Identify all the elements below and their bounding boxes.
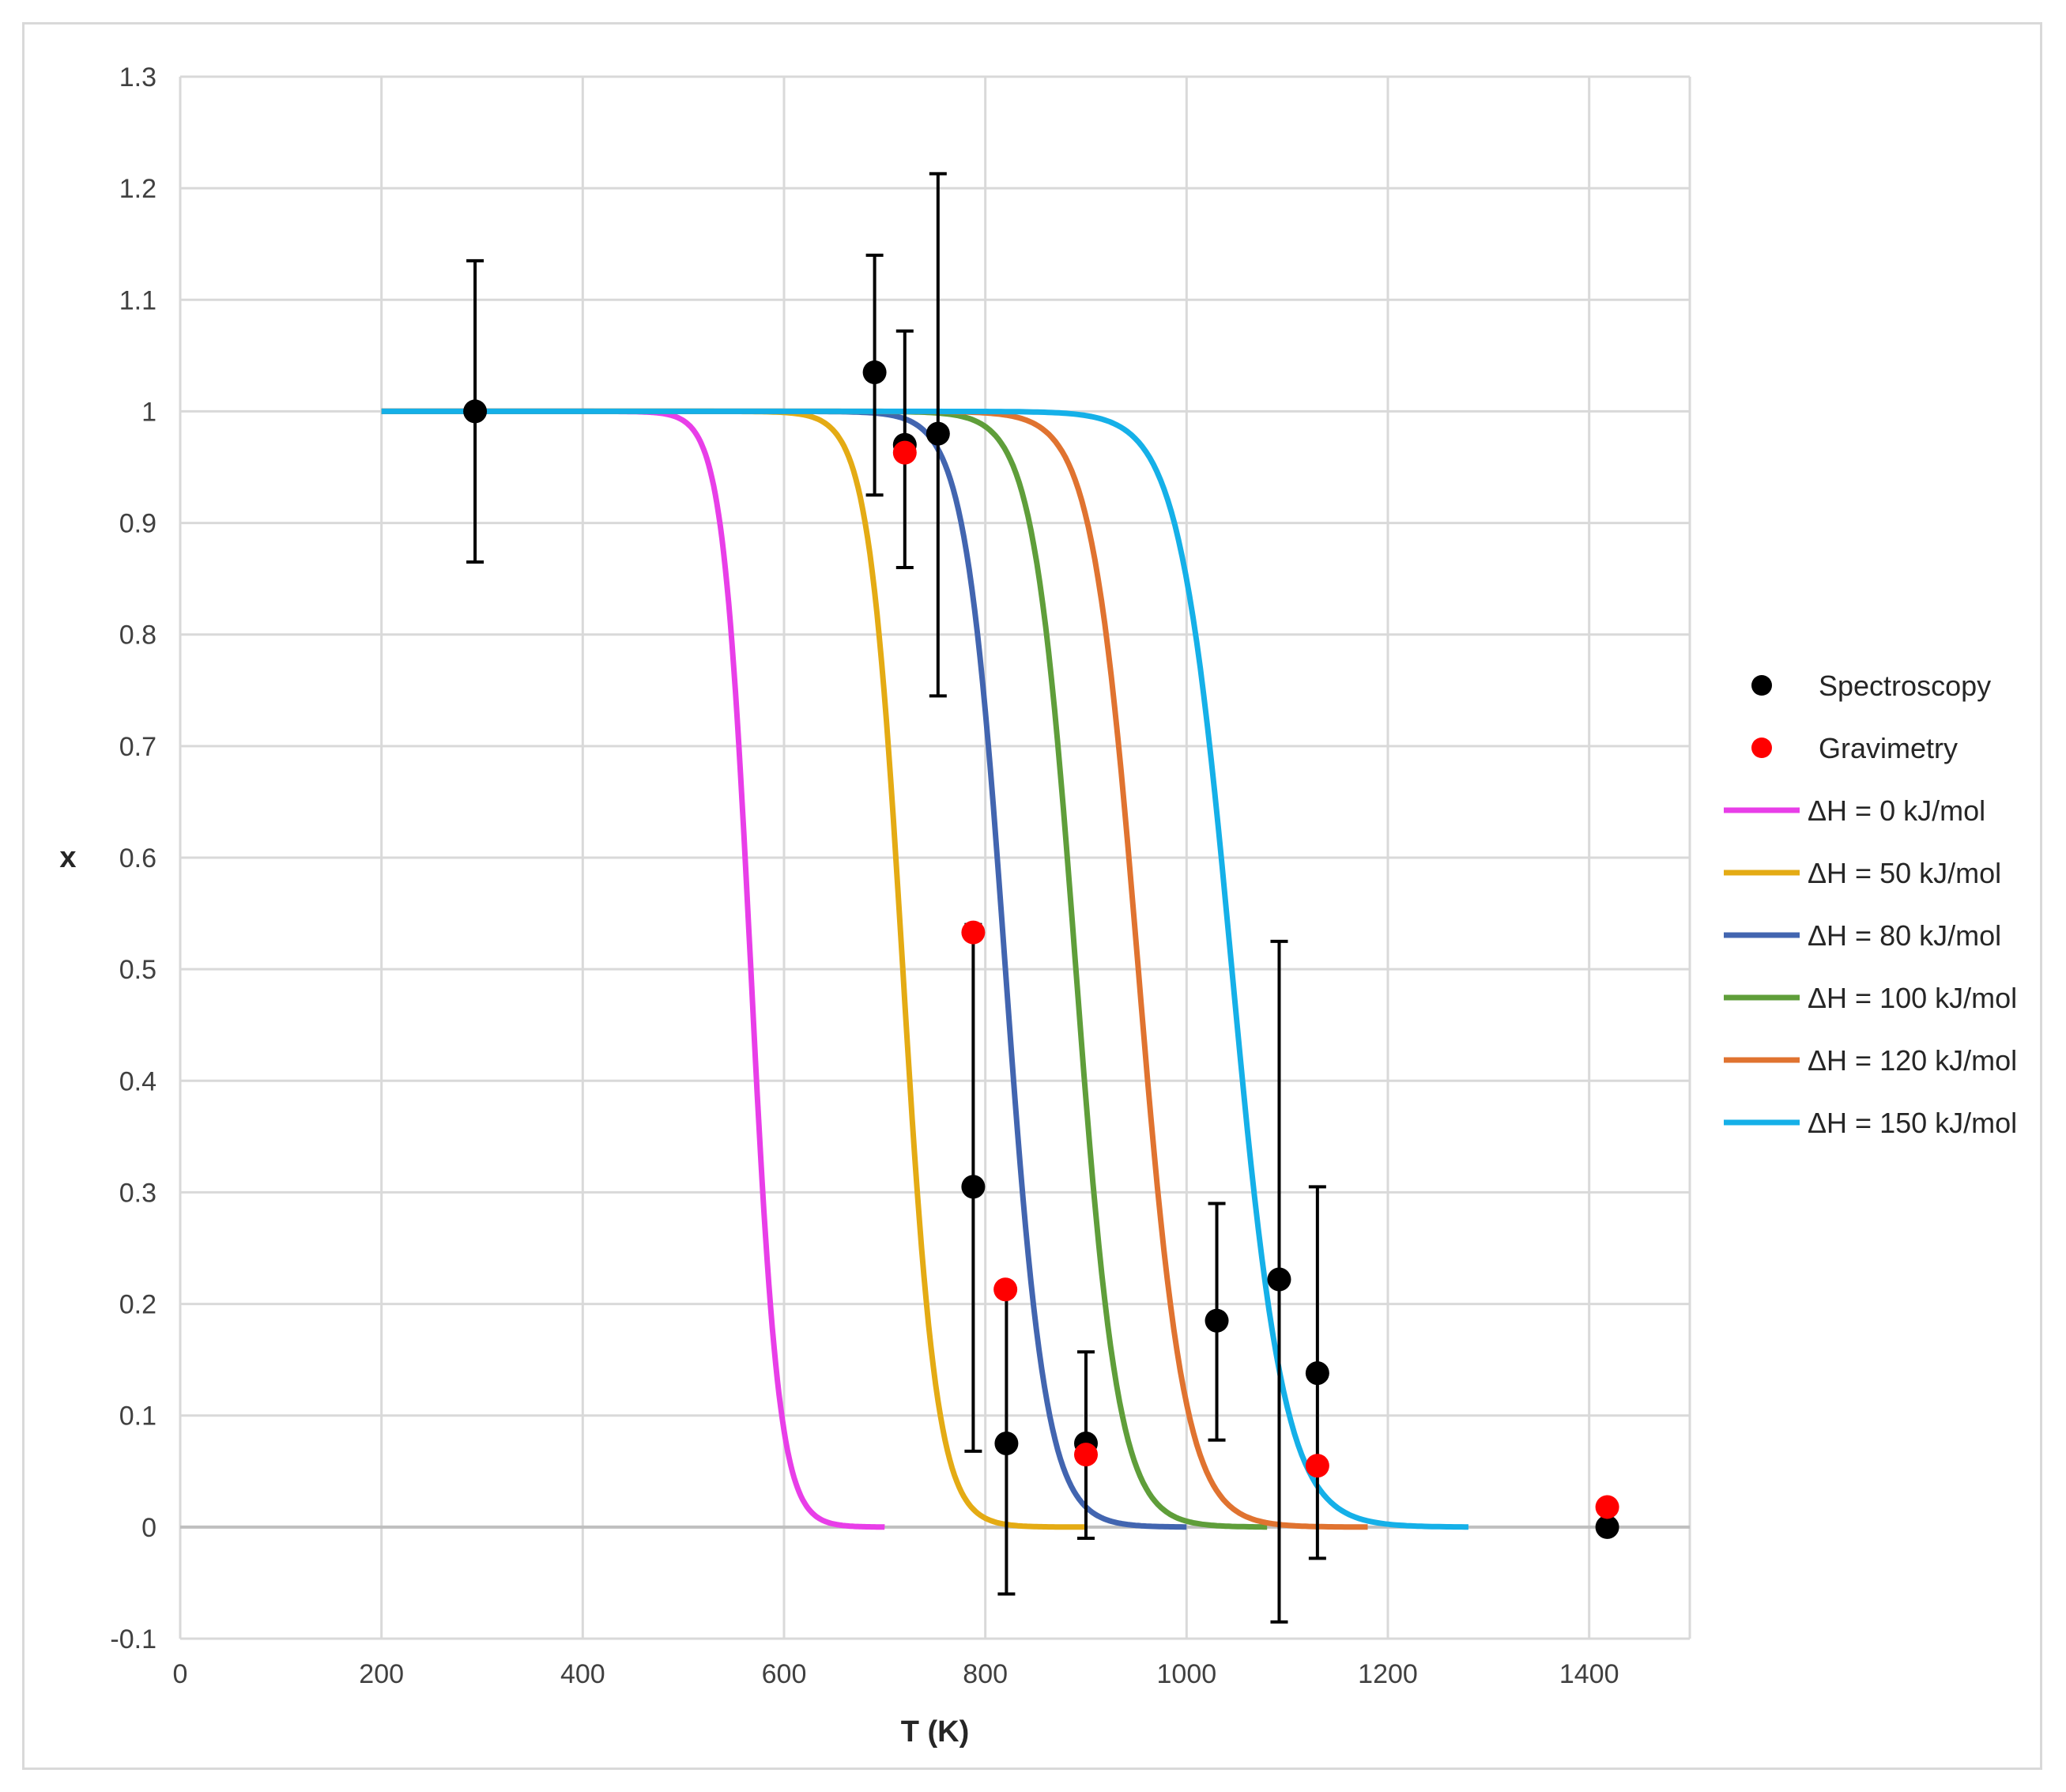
spectroscopy-point	[926, 421, 950, 446]
y-tick-label: 0.4	[119, 1066, 156, 1096]
x-tick-label: 1400	[1559, 1659, 1619, 1689]
y-tick-label: 0.8	[119, 621, 156, 651]
legend-label: ΔH = 0 kJ/mol	[1808, 794, 1985, 827]
x-axis-title: T (K)	[901, 1715, 970, 1749]
tick-labels: 0 200 400 600 800 1000 1200 1400 -0.1 0 0.1 0.2 0.3 0…	[110, 62, 1619, 1689]
y-tick-label: 0.7	[119, 732, 156, 762]
y-tick-label: 0.1	[119, 1402, 156, 1432]
legend-label: ΔH = 80 kJ/mol	[1808, 919, 2001, 952]
y-tick-label: 0.2	[119, 1290, 156, 1320]
data-points	[463, 360, 1619, 1539]
y-tick-label: 0.9	[119, 509, 156, 539]
curve-150-kjmol	[381, 408, 1468, 1530]
gravimetry-point	[1595, 1495, 1619, 1519]
legend: Spectroscopy Gravimetry ΔH = 0 kJ/mol ΔH = …	[1724, 670, 2017, 1139]
spectroscopy-point	[994, 1432, 1019, 1455]
spectroscopy-point	[463, 399, 488, 424]
gravimetry-point	[993, 1277, 1018, 1302]
spectroscopy-point	[961, 1175, 986, 1199]
chart-plot: 0 200 400 600 800 1000 1200 1400 -0.1 0 0.1 0.2 0.3 0…	[59, 62, 2017, 1749]
legend-label: ΔH = 50 kJ/mol	[1808, 857, 2001, 889]
spectroscopy-point	[1595, 1515, 1619, 1539]
x-tick-label: 800	[963, 1659, 1008, 1689]
y-tick-label: -0.1	[110, 1624, 156, 1654]
gravimetry-point	[1074, 1443, 1098, 1467]
x-tick-label: 0	[173, 1659, 188, 1689]
spectroscopy-point	[1267, 1267, 1291, 1292]
grid-lines	[179, 75, 1691, 1640]
y-tick-label: 1.1	[119, 285, 156, 315]
y-tick-label: 1.3	[119, 62, 156, 92]
x-tick-label: 1000	[1157, 1659, 1217, 1689]
y-tick-label: 1.2	[119, 174, 156, 204]
gravimetry-point	[892, 440, 917, 465]
spectroscopy-point	[1205, 1308, 1229, 1333]
spectroscopy-point	[1305, 1361, 1329, 1386]
y-tick-label: 0.3	[119, 1178, 156, 1208]
y-tick-label: 0.5	[119, 955, 156, 985]
x-tick-label: 200	[359, 1659, 404, 1689]
y-tick-label: 1	[141, 397, 156, 427]
y-axis-title: x	[59, 841, 76, 874]
gravimetry-point	[1305, 1454, 1329, 1478]
legend-label: Gravimetry	[1819, 732, 1958, 764]
legend-label: ΔH = 150 kJ/mol	[1808, 1107, 2017, 1139]
y-tick-label: 0	[141, 1513, 156, 1543]
legend-label: ΔH = 120 kJ/mol	[1808, 1044, 2017, 1077]
spectroscopy-point	[862, 360, 887, 385]
gravimetry-point	[961, 920, 986, 945]
chart-frame: 0 200 400 600 800 1000 1200 1400 -0.1 0 0.1 0.2 0.3 0…	[22, 22, 2042, 1770]
x-tick-label: 400	[560, 1659, 605, 1689]
legend-marker	[1751, 738, 1772, 758]
legend-marker	[1751, 675, 1772, 696]
y-tick-label: 0.6	[119, 843, 156, 873]
x-tick-label: 600	[762, 1659, 807, 1689]
legend-label: ΔH = 100 kJ/mol	[1808, 982, 2017, 1014]
legend-label: Spectroscopy	[1819, 670, 1991, 702]
x-tick-label: 1200	[1358, 1659, 1418, 1689]
